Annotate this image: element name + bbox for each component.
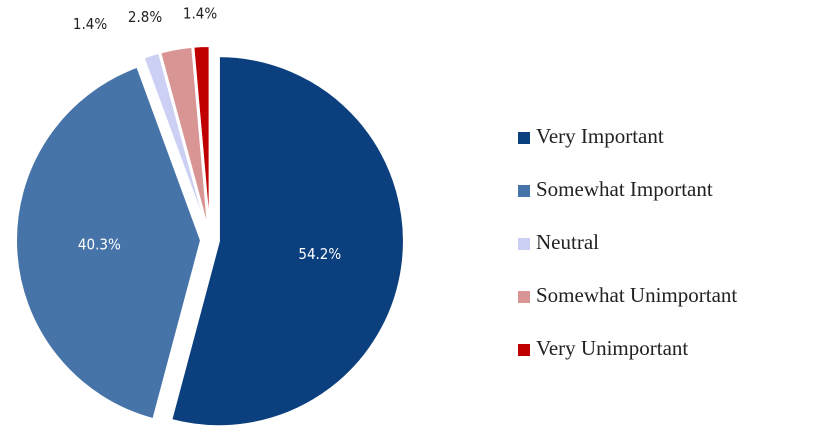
legend-label: Very Unimportant [536, 336, 688, 360]
slice-label: 40.3% [78, 236, 121, 254]
legend-swatch [518, 238, 530, 250]
pie-slice [15, 65, 203, 421]
legend-label: Neutral [536, 230, 599, 254]
legend-label: Somewhat Important [536, 177, 713, 201]
legend-swatch [518, 344, 530, 356]
slice-label: 2.8% [128, 8, 162, 26]
slice-label: 54.2% [298, 245, 341, 263]
legend-swatch [518, 132, 530, 144]
pie-slice [142, 51, 209, 232]
legend-swatch [518, 185, 530, 197]
pie-slice [158, 45, 210, 232]
legend-label: Very Important [536, 124, 664, 148]
slice-label: 1.4% [183, 5, 217, 23]
pie-slice [192, 45, 211, 232]
pie-slice [170, 55, 405, 428]
pie: 54.2% 40.3% 1.4% 2.8% 1.4% [15, 5, 405, 428]
legend-label: Somewhat Unimportant [536, 283, 737, 307]
legend: Very Important Somewhat Important Neutral S… [518, 124, 737, 360]
slice-label: 1.4% [73, 15, 107, 33]
legend-swatch [518, 291, 530, 303]
